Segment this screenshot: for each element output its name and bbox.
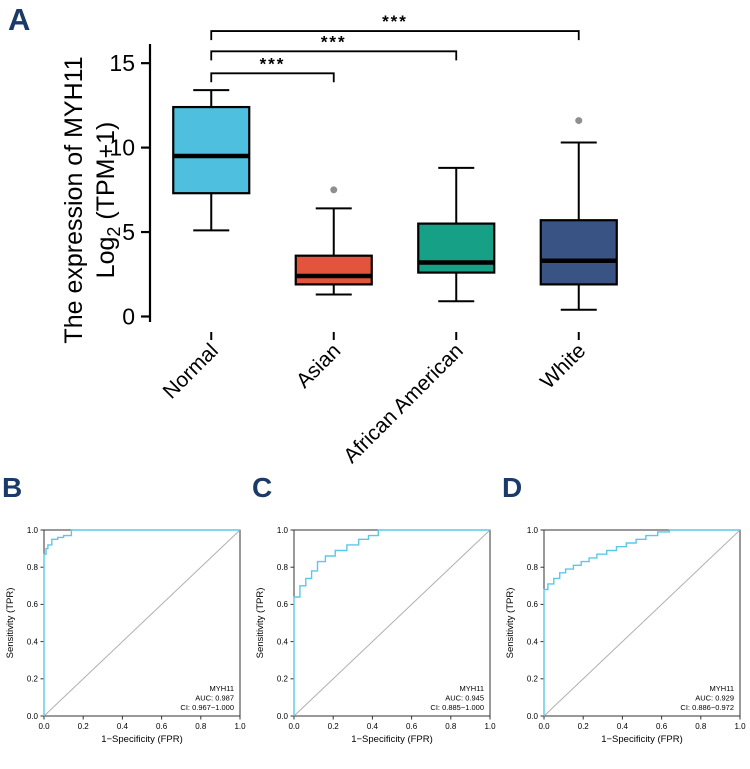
svg-text:1.0: 1.0 [277, 526, 289, 535]
svg-text:1.0: 1.0 [734, 722, 746, 731]
roc-curve-d: 0.0 0.2 0.4 0.6 0.8 1.0 0.0 0.2 0.4 0.6 0.8 1.0 1−Sp… [505, 526, 746, 745]
svg-text:0.8: 0.8 [27, 563, 39, 572]
svg-text:1−Specificity (FPR): 1−Specificity (FPR) [601, 734, 683, 745]
svg-text:AUC: 0.945: AUC: 0.945 [445, 694, 484, 703]
svg-text:Log2 (TPM+1): Log2 (TPM+1) [92, 122, 124, 279]
svg-text:The expression of MYH11: The expression of MYH11 [60, 56, 88, 343]
svg-text:0.8: 0.8 [527, 563, 539, 572]
svg-text:AUC: 0.987: AUC: 0.987 [195, 694, 234, 703]
svg-text:0.0: 0.0 [27, 712, 39, 721]
svg-text:0.0: 0.0 [288, 722, 300, 731]
svg-text:0.2: 0.2 [277, 675, 289, 684]
svg-text:0.0: 0.0 [277, 712, 289, 721]
svg-text:0.6: 0.6 [406, 722, 418, 731]
svg-text:0.8: 0.8 [695, 722, 707, 731]
svg-text:0.4: 0.4 [527, 637, 539, 646]
svg-text:***: *** [321, 32, 347, 51]
svg-text:0.4: 0.4 [117, 722, 129, 731]
roc-curve-b: 0.0 0.2 0.4 0.6 0.8 1.0 0.0 0.2 0.4 0.6 0.8 1.0 1−Sp… [5, 526, 246, 745]
svg-text:***: *** [260, 54, 286, 73]
svg-text:African American: African American [339, 339, 468, 468]
svg-text:0.6: 0.6 [277, 600, 289, 609]
svg-text:MYH11: MYH11 [710, 684, 734, 693]
svg-text:0.8: 0.8 [445, 722, 457, 731]
panel-d-label: D [502, 472, 523, 503]
svg-text:1−Specificity (FPR): 1−Specificity (FPR) [351, 734, 433, 745]
svg-text:CI: 0.885−1.000: CI: 0.885−1.000 [430, 703, 484, 712]
svg-text:AUC: 0.929: AUC: 0.929 [695, 694, 734, 703]
svg-text:Sensitivity (TPR): Sensitivity (TPR) [255, 588, 266, 659]
svg-text:Asian: Asian [292, 339, 345, 392]
svg-text:0.8: 0.8 [195, 722, 207, 731]
svg-text:CI: 0.967−1.000: CI: 0.967−1.000 [180, 703, 234, 712]
svg-text:0: 0 [122, 303, 135, 329]
svg-text:1−Specificity (FPR): 1−Specificity (FPR) [101, 734, 183, 745]
svg-text:0.2: 0.2 [527, 675, 539, 684]
svg-text:CI: 0.886−0.972: CI: 0.886−0.972 [680, 703, 734, 712]
svg-text:1.0: 1.0 [527, 526, 539, 535]
svg-text:1.0: 1.0 [234, 722, 246, 731]
svg-text:0.4: 0.4 [367, 722, 379, 731]
svg-text:0.6: 0.6 [656, 722, 668, 731]
svg-text:0.4: 0.4 [617, 722, 629, 731]
svg-text:0.6: 0.6 [27, 600, 39, 609]
svg-text:Sensitivity (TPR): Sensitivity (TPR) [505, 588, 516, 659]
roc-curve-c: 0.0 0.2 0.4 0.6 0.8 1.0 0.0 0.2 0.4 0.6 0.8 1.0 1−Sp… [255, 526, 496, 745]
svg-text:White: White [536, 339, 590, 393]
svg-text:15: 15 [109, 50, 135, 76]
svg-text:0.6: 0.6 [527, 600, 539, 609]
svg-text:0.2: 0.2 [578, 722, 590, 731]
panel-c-label: C [252, 472, 273, 503]
svg-text:0.4: 0.4 [277, 637, 289, 646]
svg-text:***: *** [382, 12, 408, 31]
svg-text:10: 10 [109, 135, 135, 161]
svg-text:0.0: 0.0 [538, 722, 550, 731]
svg-text:Sensitivity (TPR): Sensitivity (TPR) [5, 588, 16, 659]
svg-text:0.2: 0.2 [328, 722, 340, 731]
svg-text:Normal: Normal [159, 339, 223, 403]
svg-text:0.2: 0.2 [78, 722, 90, 731]
svg-text:0.6: 0.6 [156, 722, 168, 731]
panel-b-label: B [2, 472, 23, 503]
svg-text:0.0: 0.0 [527, 712, 539, 721]
svg-text:1.0: 1.0 [27, 526, 39, 535]
svg-text:5: 5 [122, 219, 135, 245]
svg-text:0.4: 0.4 [27, 637, 39, 646]
svg-text:0.8: 0.8 [277, 563, 289, 572]
svg-text:MYH11: MYH11 [460, 684, 484, 693]
svg-text:0.2: 0.2 [27, 675, 39, 684]
svg-text:MYH11: MYH11 [210, 684, 234, 693]
svg-text:1.0: 1.0 [484, 722, 496, 731]
panel-a-label: A [8, 2, 31, 37]
svg-text:0.0: 0.0 [38, 722, 50, 731]
